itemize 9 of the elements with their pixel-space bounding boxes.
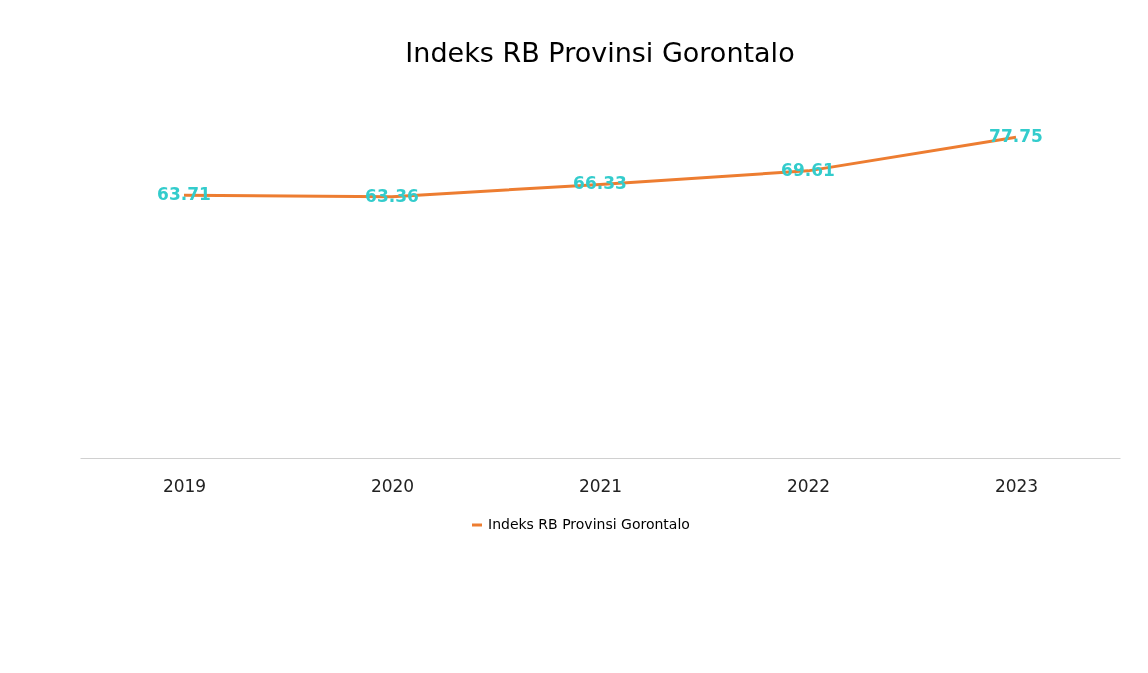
data-label: 63.71 xyxy=(157,184,211,205)
x-tick-label: 2019 xyxy=(162,475,207,496)
chart-title: Indeks RB Provinsi Gorontalo xyxy=(405,37,795,68)
x-tick-label: 2023 xyxy=(994,475,1039,496)
legend-label: Indeks RB Provinsi Gorontalo xyxy=(488,516,690,532)
data-label: 77.75 xyxy=(989,126,1043,147)
x-tick-label: 2020 xyxy=(370,475,415,496)
x-tick-label: 2022 xyxy=(786,475,831,496)
x-tick-label: 2021 xyxy=(578,475,623,496)
